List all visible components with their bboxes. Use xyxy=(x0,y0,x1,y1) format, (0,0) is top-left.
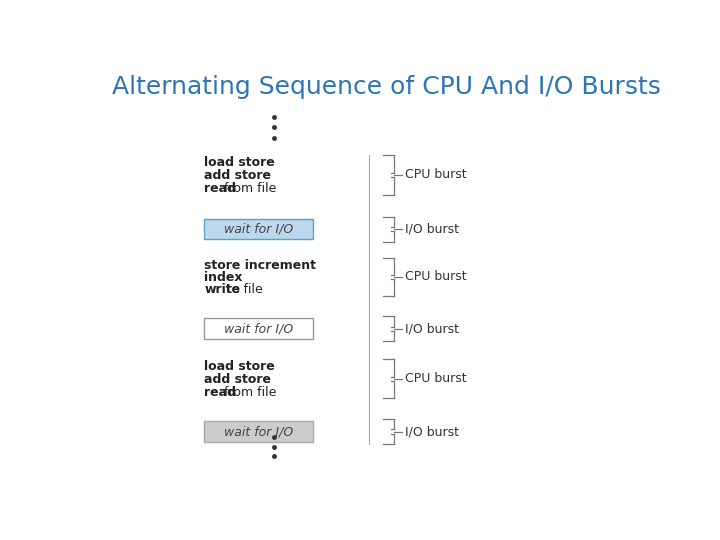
Text: add store: add store xyxy=(204,373,271,386)
FancyBboxPatch shape xyxy=(204,219,313,239)
Text: from file: from file xyxy=(220,183,276,195)
Text: Alternating Sequence of CPU And I/O Bursts: Alternating Sequence of CPU And I/O Burs… xyxy=(112,75,661,99)
Text: load store: load store xyxy=(204,156,275,169)
Text: CPU burst: CPU burst xyxy=(405,372,467,385)
Text: to file: to file xyxy=(223,284,263,296)
Text: add store: add store xyxy=(204,169,271,182)
Text: store increment: store increment xyxy=(204,259,316,272)
Text: from file: from file xyxy=(220,386,276,399)
FancyBboxPatch shape xyxy=(204,319,313,339)
Text: read: read xyxy=(204,183,236,195)
FancyBboxPatch shape xyxy=(204,421,313,442)
Text: write: write xyxy=(204,284,240,296)
Text: load store: load store xyxy=(204,360,275,373)
Text: wait for I/O: wait for I/O xyxy=(224,425,294,438)
Text: I/O burst: I/O burst xyxy=(405,222,459,235)
Text: read: read xyxy=(204,386,236,399)
Text: CPU burst: CPU burst xyxy=(405,168,467,181)
Text: wait for I/O: wait for I/O xyxy=(224,222,294,235)
Text: I/O burst: I/O burst xyxy=(405,322,459,335)
Text: wait for I/O: wait for I/O xyxy=(224,322,294,335)
Text: index: index xyxy=(204,271,243,284)
Text: CPU burst: CPU burst xyxy=(405,271,467,284)
Text: I/O burst: I/O burst xyxy=(405,425,459,438)
